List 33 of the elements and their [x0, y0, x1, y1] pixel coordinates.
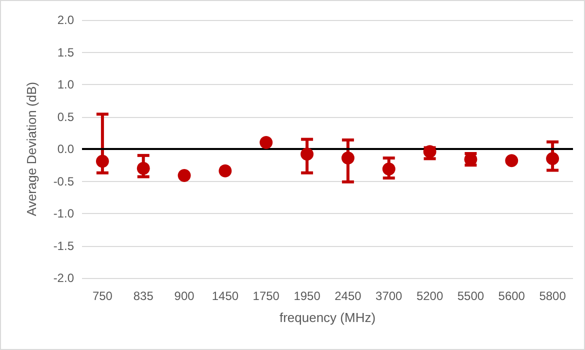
- point: [505, 154, 518, 168]
- point: [341, 152, 354, 165]
- y-tick-label: -1.0: [53, 206, 74, 220]
- x-tick-label: 750: [92, 289, 113, 303]
- point: [136, 162, 150, 175]
- x-tick-label: 3700: [376, 289, 403, 303]
- y-tick-label: 2.0: [57, 13, 74, 27]
- y-axis-title: Average Deviation (dB): [24, 82, 39, 216]
- point: [96, 154, 109, 168]
- x-tick-label: 2450: [334, 289, 362, 303]
- x-tick-label: 5800: [539, 289, 566, 303]
- x-tick-label: 1950: [294, 289, 321, 303]
- x-tick-label: 1450: [212, 289, 239, 303]
- point: [178, 168, 191, 182]
- x-axis-title: frequency (MHz): [279, 310, 376, 325]
- y-tick-label: 0.0: [57, 142, 74, 156]
- y-tick-label: 1.5: [57, 45, 74, 60]
- x-tick-label: 5500: [457, 289, 484, 303]
- y-tick-label: 1.0: [57, 78, 74, 92]
- point: [260, 136, 273, 150]
- point: [218, 164, 232, 178]
- y-tick-label: -2.0: [53, 271, 74, 285]
- x-tick-label: 5200: [416, 289, 444, 303]
- x-tick-label: 900: [174, 289, 195, 303]
- y-tick-label: -0.5: [53, 174, 74, 188]
- x-tick-label: 5600: [498, 289, 526, 303]
- point: [300, 148, 314, 161]
- point: [382, 162, 396, 176]
- x-tick-label: 835: [133, 289, 154, 303]
- y-tick-label: -1.5: [53, 238, 74, 253]
- point: [546, 152, 560, 166]
- x-tick-label: 1750: [252, 289, 280, 303]
- y-tick-label: 0.5: [57, 110, 74, 124]
